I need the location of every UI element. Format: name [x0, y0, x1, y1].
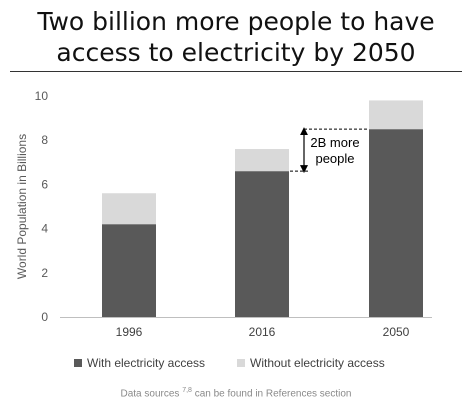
bar-without-access: [102, 193, 156, 225]
x-tick-label: 2050: [383, 325, 410, 339]
legend-swatch: [74, 359, 82, 367]
title-line-1: Two billion more people to have: [37, 7, 435, 36]
bar-with-access: [235, 171, 289, 317]
y-tick-label: 2: [41, 266, 48, 280]
footnote-refs: 7,8: [182, 387, 192, 394]
x-tick-label: 2016: [249, 325, 276, 339]
bar-with-access: [369, 129, 423, 317]
y-tick-label: 4: [41, 222, 48, 236]
annotation-text-line-2: people: [315, 151, 354, 166]
legend-label: With electricity access: [87, 356, 205, 370]
y-tick-label: 6: [41, 177, 48, 191]
legend-swatch: [237, 359, 245, 367]
data-sources-note: Data sources 7,8 can be found in Referen…: [0, 387, 472, 399]
legend-label: Without electricity access: [250, 356, 385, 370]
stacked-bar-chart: 0 2 4 6 8 10 World Population in Billions 1996 2…: [15, 89, 432, 370]
bar-without-access: [369, 100, 423, 130]
x-tick-label: 1996: [116, 325, 143, 339]
y-tick-label: 10: [35, 89, 49, 103]
footnote-prefix: Data sources: [120, 388, 180, 400]
bar-with-access: [102, 224, 156, 317]
y-tick-label: 8: [41, 133, 48, 147]
annotation-text-line-1: 2B more: [310, 135, 359, 150]
title-divider: [10, 71, 462, 72]
y-axis-label: World Population in Billions: [15, 134, 29, 279]
title-line-2: access to electricity by 2050: [56, 38, 416, 67]
chart-title: Two billion more people to have access t…: [0, 6, 472, 68]
footnote-suffix: can be found in References section: [194, 388, 352, 400]
bar-without-access: [235, 149, 289, 172]
y-tick-label: 0: [41, 310, 48, 324]
